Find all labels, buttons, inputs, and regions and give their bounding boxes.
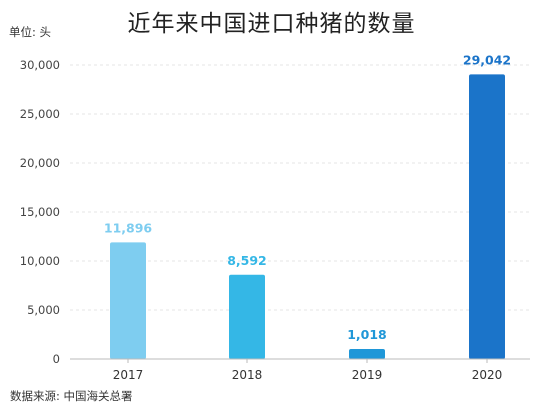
bar-2020 [469,74,505,359]
bar-2017 [110,242,146,359]
data-label-2017: 11,896 [104,220,153,235]
bar-2018 [229,274,265,359]
source-note: 数据来源: 中国海关总署 [10,389,133,403]
bar-2019 [349,349,385,359]
y-tick-label: 20,000 [20,156,60,170]
y-tick-label: 0 [53,352,60,366]
data-labels: 11,896 8,592 1,018 29,042 [104,52,511,342]
x-axis: 2017 2018 2019 2020 [70,358,530,382]
y-tick-label: 30,000 [20,58,60,72]
data-label-2020: 29,042 [463,52,511,67]
data-label-2018: 8,592 [227,253,267,268]
x-tick-label: 2017 [113,368,144,382]
y-axis: 0 5,000 10,000 15,000 20,000 25,000 30,000 [20,58,60,366]
y-tick-label: 5,000 [27,303,60,317]
bars [110,74,505,359]
y-tick-label: 25,000 [20,107,60,121]
x-tick-label: 2019 [352,368,383,382]
unit-label: 单位: 头 [9,25,52,39]
x-tick-label: 2018 [232,368,263,382]
chart-title: 近年来中国进口种猪的数量 [127,11,416,37]
y-tick-label: 15,000 [20,205,60,219]
data-label-2019: 1,018 [347,327,387,342]
x-tick-label: 2020 [472,368,503,382]
gridlines [70,64,530,311]
y-tick-label: 10,000 [20,254,60,268]
